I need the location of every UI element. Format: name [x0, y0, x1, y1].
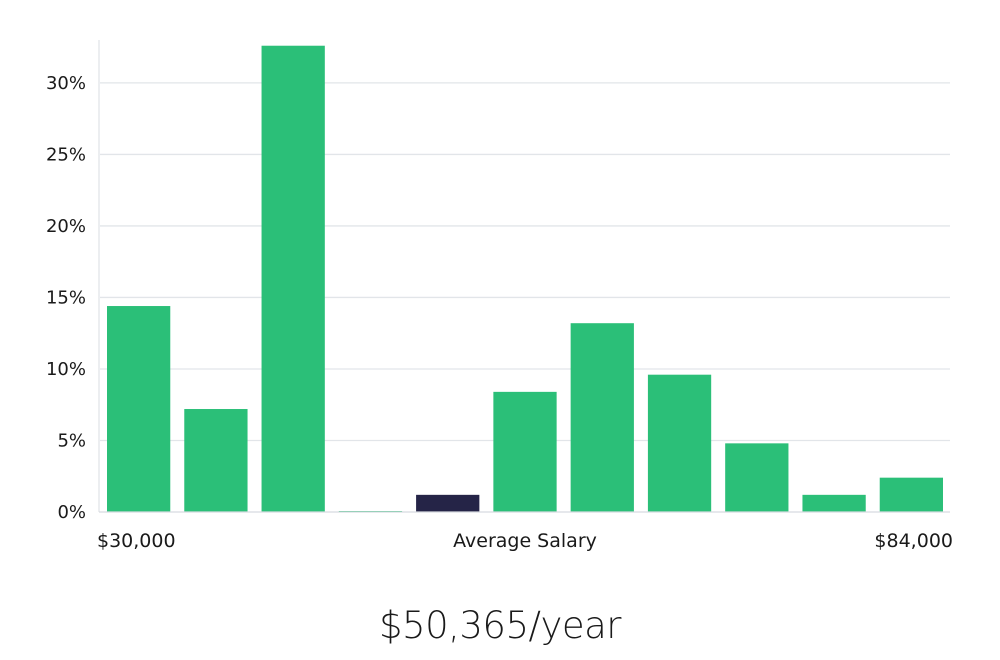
- x-axis-center-label: Average Salary: [453, 530, 597, 552]
- bar: [493, 391, 557, 512]
- bar: [261, 45, 325, 512]
- y-tick-label: 15%: [46, 287, 86, 308]
- bar: [725, 443, 789, 512]
- x-axis-min-label: $30,000: [97, 530, 176, 552]
- x-axis-max-label: $84,000: [874, 530, 953, 552]
- y-tick-label: 30%: [46, 73, 86, 94]
- y-tick-label: 10%: [46, 359, 86, 380]
- y-tick-labels: 0% 5% 10% 15% 20% 25% 30%: [46, 73, 86, 523]
- bar: [184, 409, 248, 512]
- y-tick-label: 0%: [57, 502, 86, 523]
- bar: [647, 374, 712, 512]
- bar: [802, 494, 866, 512]
- bar: [879, 477, 943, 512]
- average-salary-value: $50,365/year: [378, 604, 622, 647]
- bar: [570, 323, 634, 512]
- y-tick-label: 25%: [46, 144, 86, 165]
- axes: [98, 40, 950, 513]
- chart-canvas: 0% 5% 10% 15% 20% 25% 30% $30,000 Average Sala…: [46, 40, 953, 552]
- y-tick-label: 5%: [57, 430, 86, 451]
- bar-highlighted: [416, 494, 480, 512]
- gridlines: [100, 82, 950, 442]
- bar: [107, 306, 171, 512]
- y-tick-label: 20%: [46, 216, 86, 237]
- bars: [107, 45, 943, 512]
